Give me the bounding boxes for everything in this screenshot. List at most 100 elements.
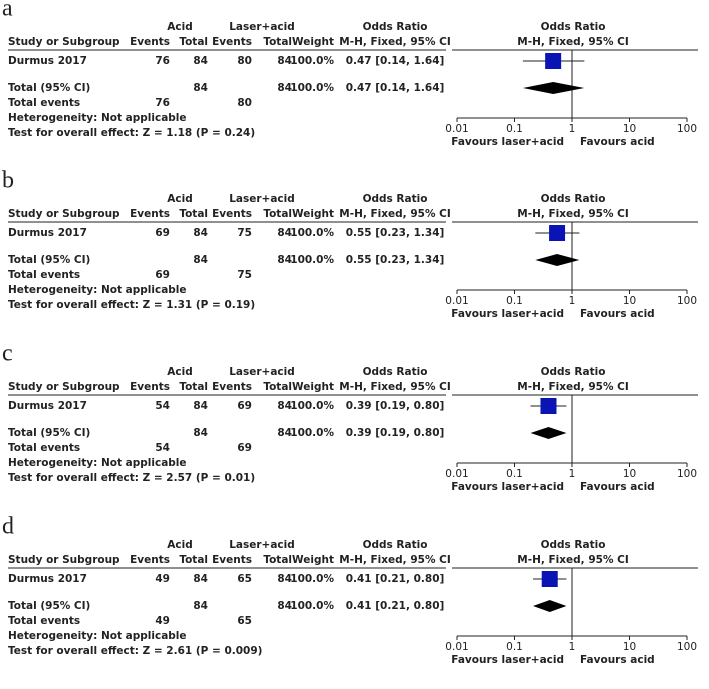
cell: 49 [155, 615, 170, 627]
study-name: Durmus 2017 [8, 55, 87, 67]
overall-effect: Test for overall effect: Z = 2.61 (P = 0… [8, 645, 262, 657]
x-tick-label: 1 [569, 123, 576, 135]
or-label: 0.41 [0.21, 0.80] [346, 600, 445, 612]
cell: 84 [277, 254, 292, 266]
total-diamond [530, 427, 567, 439]
plot-title: Odds Ratio [541, 193, 606, 205]
column-header: Events [212, 208, 252, 220]
x-tick-label: 1 [569, 641, 576, 653]
x-tick-label: 100 [677, 641, 697, 653]
x-tick-label: 0.1 [506, 295, 523, 307]
cell: 65 [237, 615, 252, 627]
column-header: Events [212, 554, 252, 566]
favours-right: Favours acid [580, 481, 655, 493]
cell: 76 [155, 97, 170, 109]
cell: 54 [155, 442, 170, 454]
x-tick-label: 1 [569, 295, 576, 307]
column-header: Weight [292, 36, 334, 48]
weight: 100.0% [290, 82, 334, 94]
cell: 84 [193, 573, 208, 585]
heterogeneity: Heterogeneity: Not applicable [8, 112, 187, 124]
total-events-name: Total events [8, 442, 80, 454]
column-header: Events [212, 36, 252, 48]
plot-subtitle: M-H, Fixed, 95% CI [517, 36, 628, 48]
heterogeneity: Heterogeneity: Not applicable [8, 630, 187, 642]
or-label: 0.55 [0.23, 1.34] [346, 227, 445, 239]
cell: 75 [237, 227, 252, 239]
x-tick-label: 0.01 [445, 123, 468, 135]
weight: 100.0% [290, 573, 334, 585]
column-header: Total [179, 554, 208, 566]
cell: 80 [237, 55, 252, 67]
plot-title: Odds Ratio [541, 21, 606, 33]
cell: 84 [193, 427, 208, 439]
x-tick-label: 0.1 [506, 468, 523, 480]
x-tick-label: 0.1 [506, 641, 523, 653]
effect-square [549, 225, 566, 241]
effect-square [541, 571, 558, 587]
plot-subtitle: M-H, Fixed, 95% CI [517, 554, 628, 566]
weight: 100.0% [290, 427, 334, 439]
column-header: Total [263, 554, 292, 566]
effect-square [545, 53, 562, 69]
column-header: Weight [292, 554, 334, 566]
favours-right: Favours acid [580, 136, 655, 148]
column-header: Study or Subgroup [8, 208, 120, 220]
cell: 80 [237, 97, 252, 109]
column-header: Weight [292, 381, 334, 393]
panel-label: d [2, 514, 14, 540]
cell: 84 [193, 400, 208, 412]
x-tick-label: 100 [677, 123, 697, 135]
effect-header: Odds Ratio [363, 21, 428, 33]
cell: 84 [193, 55, 208, 67]
cell: 84 [193, 254, 208, 266]
group-header: Acid [167, 193, 192, 205]
group-header: Acid [167, 21, 192, 33]
overall-effect: Test for overall effect: Z = 2.57 (P = 0… [8, 472, 255, 484]
panel-label: a [2, 0, 13, 22]
plot-title: Odds Ratio [541, 366, 606, 378]
plot-subtitle: M-H, Fixed, 95% CI [517, 381, 628, 393]
or-label: 0.47 [0.14, 1.64] [346, 82, 445, 94]
x-tick-label: 100 [677, 468, 697, 480]
group-header: Laser+acid [229, 539, 295, 551]
or-label: 0.47 [0.14, 1.64] [346, 55, 445, 67]
favours-left: Favours laser+acid [451, 136, 564, 148]
effect-header: Odds Ratio [363, 539, 428, 551]
weight: 100.0% [290, 254, 334, 266]
cell: 84 [193, 82, 208, 94]
weight: 100.0% [290, 400, 334, 412]
column-header: Study or Subgroup [8, 36, 120, 48]
plot-title: Odds Ratio [541, 539, 606, 551]
x-tick-label: 0.01 [445, 468, 468, 480]
cell: 84 [277, 427, 292, 439]
panel-label: b [2, 168, 14, 194]
x-tick-label: 10 [623, 295, 636, 307]
total-diamond [533, 600, 567, 612]
study-name: Durmus 2017 [8, 573, 87, 585]
cell: 65 [237, 573, 252, 585]
effect-header: Odds Ratio [363, 193, 428, 205]
or-label: 0.39 [0.19, 0.80] [346, 400, 445, 412]
cell: 84 [277, 600, 292, 612]
column-header: M-H, Fixed, 95% CI [339, 36, 450, 48]
favours-left: Favours laser+acid [451, 654, 564, 666]
effect-header: Odds Ratio [363, 366, 428, 378]
column-header: Total [263, 36, 292, 48]
heterogeneity: Heterogeneity: Not applicable [8, 284, 187, 296]
column-header: Study or Subgroup [8, 381, 120, 393]
x-tick-label: 1 [569, 468, 576, 480]
cell: 54 [155, 400, 170, 412]
column-header: Total [263, 208, 292, 220]
weight: 100.0% [290, 600, 334, 612]
group-header: Laser+acid [229, 366, 295, 378]
cell: 69 [155, 269, 170, 281]
total-events-name: Total events [8, 615, 80, 627]
overall-effect: Test for overall effect: Z = 1.31 (P = 0… [8, 299, 255, 311]
column-header: Total [179, 208, 208, 220]
cell: 76 [155, 55, 170, 67]
column-header: Events [130, 554, 170, 566]
cell: 84 [193, 600, 208, 612]
cell: 84 [277, 400, 292, 412]
